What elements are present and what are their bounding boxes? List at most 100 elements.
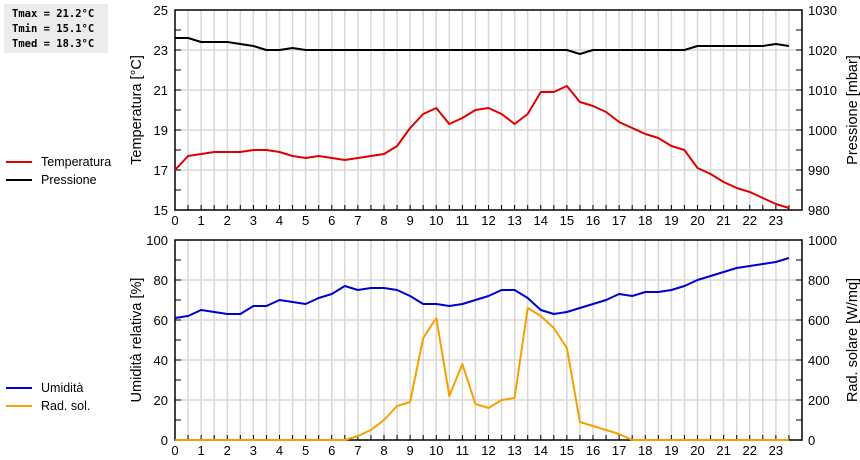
x-tick-label: 20: [690, 213, 704, 228]
y-tick-label: 80: [154, 273, 168, 288]
series-line-pressione: [175, 37, 790, 55]
x-tick-label: 9: [407, 443, 414, 458]
y2-tick-label: 0: [808, 433, 815, 448]
x-tick-label: 0: [171, 443, 178, 458]
y2-tick-label: 990: [808, 163, 830, 178]
x-tick-label: 8: [380, 443, 387, 458]
x-tick-label: 2: [224, 213, 231, 228]
y2-axis-title: Rad. solare [W/mq]: [845, 278, 860, 402]
legend-swatch-orange: [6, 405, 32, 407]
y2-tick-label: 600: [808, 313, 830, 328]
y-tick-label: 40: [154, 353, 168, 368]
x-tick-label: 20: [690, 443, 704, 458]
x-tick-label: 12: [481, 443, 495, 458]
y2-tick-label: 1020: [808, 43, 837, 58]
tmin-text: Tmin = 15.1°C: [12, 23, 95, 35]
legend-label: Rad. sol.: [41, 399, 91, 413]
legend-swatch-red: [6, 161, 32, 163]
x-tick-label: 7: [354, 443, 361, 458]
x-tick-label: 12: [481, 213, 495, 228]
y2-tick-label: 1000: [808, 123, 837, 138]
x-tick-label: 22: [743, 213, 757, 228]
legend-top: Temperatura Pressione: [6, 153, 111, 189]
y2-tick-label: 1000: [808, 233, 837, 248]
legend-item-pressione: Pressione: [6, 171, 111, 189]
x-tick-label: 15: [560, 213, 574, 228]
x-tick-label: 8: [380, 213, 387, 228]
y-tick-label: 0: [161, 433, 168, 448]
legend-item-temperatura: Temperatura: [6, 153, 111, 171]
series-line-umidit-: [174, 257, 790, 319]
y2-axis-title: Pressione [mbar]: [845, 55, 860, 165]
y2-tick-label: 980: [808, 203, 830, 218]
legend-bottom: Umidità Rad. sol.: [6, 379, 90, 415]
y-tick-label: 25: [154, 3, 168, 18]
x-tick-label: 14: [534, 443, 548, 458]
x-tick-label: 23: [769, 443, 783, 458]
x-tick-label: 3: [250, 213, 257, 228]
x-tick-label: 19: [664, 213, 678, 228]
x-tick-label: 3: [250, 443, 257, 458]
y-tick-label: 15: [154, 203, 168, 218]
x-tick-label: 7: [354, 213, 361, 228]
x-tick-label: 17: [612, 213, 626, 228]
legend-label: Temperatura: [41, 155, 112, 169]
x-tick-label: 22: [743, 443, 757, 458]
x-tick-label: 1: [198, 443, 205, 458]
x-tick-label: 11: [456, 213, 470, 228]
x-tick-label: 18: [638, 443, 652, 458]
x-tick-label: 6: [328, 443, 335, 458]
x-tick-label: 23: [769, 213, 783, 228]
humidity-radiation-chart: 0 1 2 3 4 5 6 7 8 9 10 11 12 13 14 15 16 17 18 19 20 21 22 2302…: [129, 233, 860, 458]
y-tick-label: 100: [146, 233, 168, 248]
y2-tick-label: 1010: [808, 83, 837, 98]
tmed-text: Tmed = 18.3°C: [12, 38, 95, 50]
x-tick-label: 17: [612, 443, 626, 458]
x-tick-label: 5: [302, 443, 309, 458]
legend-item-umidita: Umidità: [6, 379, 90, 397]
x-tick-label: 10: [429, 213, 443, 228]
x-tick-label: 10: [429, 443, 443, 458]
x-tick-label: 16: [586, 213, 600, 228]
x-tick-label: 2: [224, 443, 231, 458]
y-tick-label: 60: [154, 313, 168, 328]
temperature-stats-box: Tmax = 21.2°C Tmin = 15.1°C Tmed = 18.3°C: [4, 4, 108, 53]
y-axis-title: Umidità relativa [%]: [129, 278, 145, 403]
y-tick-label: 17: [154, 163, 168, 178]
x-tick-label: 6: [328, 213, 335, 228]
x-tick-label: 0: [171, 213, 178, 228]
x-tick-label: 5: [302, 213, 309, 228]
x-tick-label: 19: [664, 443, 678, 458]
y2-tick-label: 200: [808, 393, 830, 408]
tmax-text: Tmax = 21.2°C: [12, 8, 95, 20]
x-tick-label: 13: [507, 443, 521, 458]
x-tick-label: 21: [716, 213, 730, 228]
legend-label: Pressione: [41, 173, 97, 187]
series-line-temperatura: [174, 85, 790, 209]
legend-item-rad-sol: Rad. sol.: [6, 397, 90, 415]
x-tick-label: 14: [534, 213, 548, 228]
y-tick-label: 20: [154, 393, 168, 408]
y-axis-title: Temperatura [°C]: [129, 55, 145, 165]
legend-label: Umidità: [41, 381, 84, 395]
x-tick-label: 18: [638, 213, 652, 228]
x-tick-label: 9: [407, 213, 414, 228]
x-tick-label: 15: [560, 443, 574, 458]
y2-tick-label: 800: [808, 273, 830, 288]
x-tick-label: 21: [716, 443, 730, 458]
x-tick-label: 13: [507, 213, 521, 228]
legend-swatch-blue: [6, 387, 32, 389]
legend-swatch-black: [6, 179, 32, 181]
y2-tick-label: 400: [808, 353, 830, 368]
x-tick-label: 1: [198, 213, 205, 228]
temperature-pressure-chart: 0 1 2 3 4 5 6 7 8 9 10 11 12 13 14 15 16 17 18 19 20 21 22 2315…: [129, 3, 860, 228]
x-tick-label: 4: [276, 213, 283, 228]
x-tick-label: 4: [276, 443, 283, 458]
x-tick-label: 11: [456, 443, 470, 458]
y-tick-label: 21: [154, 83, 168, 98]
y-tick-label: 23: [154, 43, 168, 58]
x-tick-label: 16: [586, 443, 600, 458]
y-tick-label: 19: [154, 123, 168, 138]
series-line-rad-sol-: [175, 307, 789, 441]
